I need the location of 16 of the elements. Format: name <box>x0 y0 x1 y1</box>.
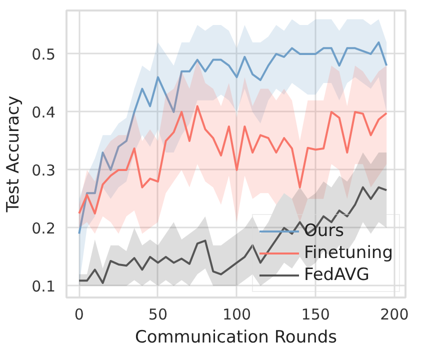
y-tick-label: 0.4 <box>32 103 56 122</box>
y-tick-label: 0.2 <box>32 219 56 238</box>
legend-label: Ours <box>304 221 344 241</box>
x-tick-label: 150 <box>301 306 330 324</box>
legend-label: Finetuning <box>304 243 393 263</box>
y-axis-title: Test Accuracy <box>4 96 24 214</box>
y-tick-label: 0.5 <box>32 45 56 64</box>
legend-label: FedAVG <box>304 265 370 285</box>
x-tick-label: 200 <box>380 306 409 324</box>
x-tick-label: 0 <box>74 306 84 324</box>
x-tick-label: 100 <box>222 306 252 324</box>
x-axis-title: Communication Rounds <box>134 328 338 348</box>
x-tick-label: 50 <box>148 306 168 324</box>
y-tick-label: 0.1 <box>32 277 56 296</box>
line-series <box>78 105 388 214</box>
y-tick-label: 0.3 <box>32 161 56 180</box>
